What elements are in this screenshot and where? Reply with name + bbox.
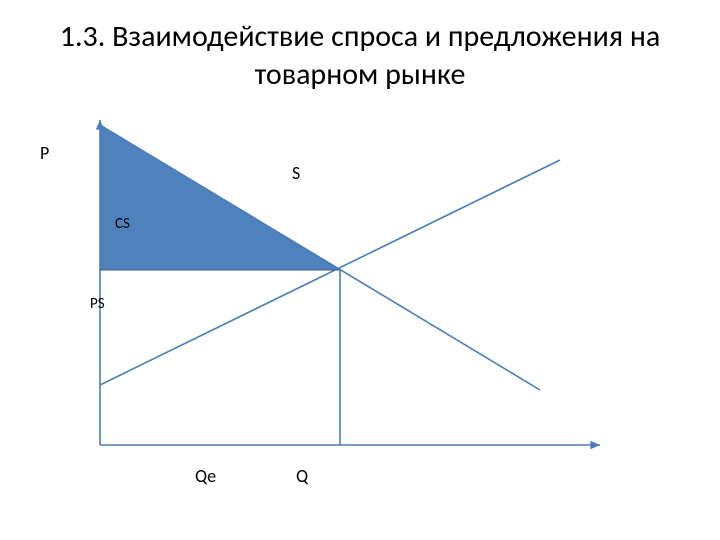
slide-title: 1.3. Взаимодействие спроса и предложения… (0, 18, 720, 93)
region-label-cs: CS (115, 215, 130, 233)
axis-label-p: P (40, 142, 49, 164)
axis-label-q: Q (296, 465, 308, 487)
y-axis-arrow-icon (96, 120, 104, 130)
region-label-ps: PS (90, 295, 105, 313)
slide: 1.3. Взаимодействие спроса и предложения… (0, 0, 720, 540)
tick-label-qe: Qe (195, 465, 216, 487)
x-axis-arrow-icon (590, 441, 600, 449)
supply-demand-chart (60, 115, 620, 475)
curve-label-s: S (292, 162, 300, 184)
